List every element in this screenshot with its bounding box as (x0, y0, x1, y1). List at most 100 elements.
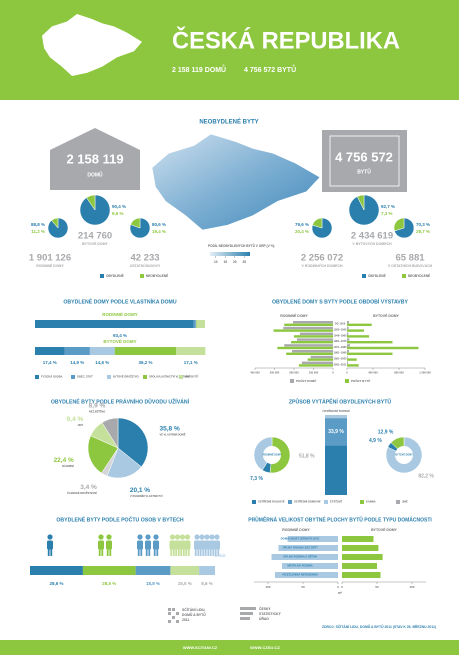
section-title: OBYDLENÉ BYTY PODLE PRÁVNÍHO DŮVODU UŽÍV… (51, 397, 190, 405)
owner-bar (114, 347, 177, 355)
value-label: 28,6 % (49, 581, 63, 586)
legend-swatch (100, 274, 104, 278)
share-label: 7,3 % (381, 211, 393, 216)
x-tick-label: 100 000 (309, 371, 319, 375)
flat-total: 4 756 572 (335, 149, 393, 164)
section-title: NEOBYDLENÉ BYTY (199, 118, 258, 126)
value-label: 28,5 % (102, 581, 116, 586)
person-icon (214, 548, 217, 556)
value-label: 17,4 % (43, 360, 57, 365)
category-label: 1971–1980 (334, 345, 348, 349)
period-bar (347, 326, 349, 330)
legend-label: JINÝ (185, 374, 191, 379)
title: ČESKÁ REPUBLIKA (172, 26, 400, 54)
person-icon (156, 548, 159, 556)
persons-bar (135, 566, 171, 575)
period-bar (299, 332, 333, 335)
person-icon (174, 540, 181, 550)
x-tick-label: 0 (337, 585, 339, 589)
tenure-slice (101, 417, 119, 449)
period-bar (273, 329, 333, 332)
value-label: 15,5 % (178, 581, 192, 586)
value-label: 35,8 % (159, 426, 179, 433)
share-label: 70,3 % (416, 222, 430, 227)
category-label: ÚPLNÁ RODINA BEZ DĚTÍ (283, 545, 318, 550)
category-label: 2001–2011 (334, 362, 347, 366)
map-legend-title: PODÍL NEOBYDLENÝCH BYTŮ V ORP (V %) (208, 243, 274, 248)
section-title: OBYDLENÉ DOMY PODLE VLASTNÍKA DOMU (63, 297, 177, 305)
legend-swatch (107, 375, 111, 379)
legend-swatch (360, 500, 364, 504)
person-icon (170, 548, 173, 556)
logo-text: ÚŘAD (259, 616, 269, 621)
person-icon (98, 540, 104, 550)
value-label: 7,3 % (250, 476, 263, 482)
share-slice (357, 194, 365, 211)
person-icon (101, 548, 104, 556)
category-label: NÁJEMNÍ (62, 463, 74, 468)
area-bar (342, 563, 377, 569)
period-bar (347, 358, 357, 361)
section-title: OBYDLENÉ DOMY S BYTY PODLE OBDOBÍ VÝSTAV… (272, 297, 408, 305)
period-bar (347, 335, 370, 338)
period-bar (347, 352, 393, 355)
house-shape (50, 128, 140, 190)
section-title: ZPŮSOB VYTÁPĚNÍ OBYDLENÝCH BYTŮ (289, 397, 392, 405)
category-label: 1920–1945 (334, 327, 348, 331)
x-tick-label: 0 (341, 585, 343, 589)
logo-mark (168, 608, 171, 611)
column-name: ÚSTŘEDNÍ TOPENÍ (322, 408, 349, 413)
share-label: 80,6 % (152, 222, 166, 227)
x-tick-label: 300 000 (270, 371, 280, 375)
person-icon (184, 540, 191, 550)
period-bar (347, 346, 419, 350)
house-unit: DOMŮ (87, 170, 103, 178)
person-icon (169, 534, 176, 540)
person-icon (106, 548, 109, 556)
url: WWW.CZSO.CZ (250, 645, 280, 650)
x-tick-label: 400 000 (368, 371, 378, 375)
flat-unit: BYTŮ (357, 167, 371, 175)
value-label: 14,9 % (70, 360, 84, 365)
person-icon (106, 534, 112, 540)
area-bar (287, 536, 338, 542)
subtitle: 4 756 572 BYTŮ (244, 64, 296, 74)
period-bar (286, 352, 333, 355)
owner-bar (89, 347, 115, 355)
value-label: 9,4 % (67, 416, 84, 423)
tenure-slice (106, 447, 142, 479)
value-label: 51,8 % (299, 454, 315, 460)
row-name: RODINNÉ DOMY (102, 310, 138, 317)
source: ZDROJ: SČÍTÁNÍ LIDU, DOMŮ A BYTŮ 2011 (S… (322, 624, 436, 629)
category-label: NEZJIŠTĚNO (89, 408, 105, 413)
legend-label: ETÁŽOVÉ (330, 499, 343, 504)
legend-swatch (324, 500, 328, 504)
logo-mark (172, 616, 175, 619)
donut-hole (395, 446, 413, 464)
subtitle: 2 158 119 DOMŮ (172, 64, 226, 74)
period-bar (347, 341, 393, 344)
heating-column (325, 415, 347, 419)
person-icon (199, 534, 205, 540)
legend-label: KAMNA (366, 500, 376, 504)
person-icon (209, 540, 215, 550)
owner-bar (64, 347, 90, 355)
period-bar (292, 350, 333, 353)
legend-swatch (179, 375, 183, 379)
panel-name: RODINNÉ DOMY (282, 527, 310, 532)
person-icon (174, 534, 181, 540)
person-icon (172, 548, 175, 556)
x-tick-label: 100 (265, 585, 270, 589)
donut-label: BYTOVÉ DOMY (395, 454, 413, 457)
legend-swatch (140, 274, 144, 278)
person-icon (217, 548, 220, 556)
share-label: 19,4 % (152, 229, 166, 234)
legend-label: NEOBYDLENÉ (408, 273, 430, 278)
persons-bar (82, 566, 136, 575)
heating-column (325, 418, 347, 446)
share-slice (51, 217, 59, 229)
category-label: 1981–1990 (334, 351, 348, 355)
group-value: 214 760 (78, 231, 112, 242)
value-label: 8,9 % (89, 402, 106, 409)
group-label: RODINNÉ DOMY (36, 263, 64, 268)
